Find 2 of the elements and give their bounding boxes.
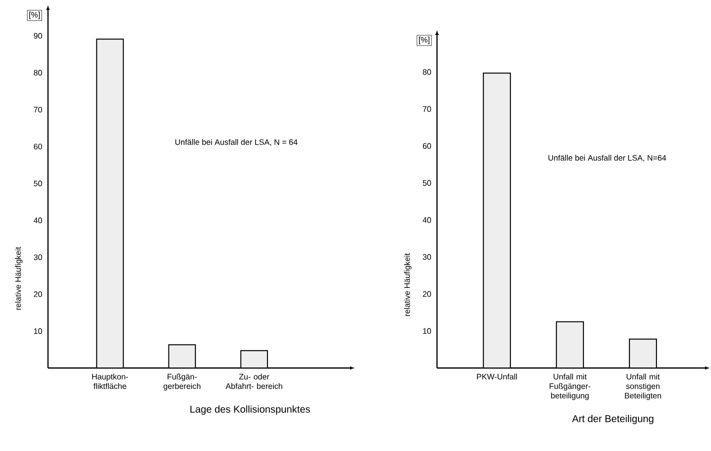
x-axis-title: Lage des Kollisionspunktes: [190, 405, 310, 415]
x-axis-title: Art der Beteiligung: [572, 414, 654, 424]
